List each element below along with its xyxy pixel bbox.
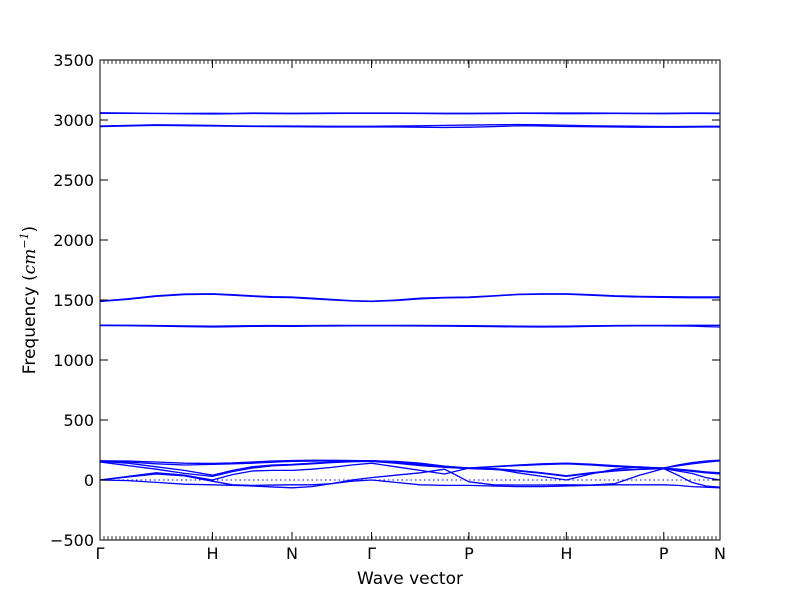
- band-line-15: [99, 479, 721, 489]
- x-tick-label: Γ: [96, 544, 105, 563]
- y-tick-label: 3500: [53, 51, 94, 70]
- y-axis-label-text: Frequency (: [20, 274, 40, 374]
- y-tick-label: 1000: [53, 351, 94, 370]
- band-line-13: [99, 462, 721, 481]
- band-line-4: [99, 124, 720, 129]
- x-tick-label: Γ: [367, 544, 376, 563]
- band-line-8: [99, 324, 721, 328]
- ticks-layer: [99, 59, 721, 541]
- y-tick-label: 500: [63, 411, 94, 430]
- band-line-12: [99, 460, 721, 478]
- x-tick-label: N: [286, 544, 298, 563]
- x-tick-label: H: [560, 544, 572, 563]
- y-tick-label: 2000: [53, 231, 94, 250]
- x-tick-label: P: [659, 544, 669, 563]
- y-tick-label: 3000: [53, 111, 94, 130]
- y-tick-label: 2500: [53, 171, 94, 190]
- x-tick-label: P: [464, 544, 474, 563]
- x-axis-label: Wave vector: [357, 569, 463, 589]
- y-tick-labels: −500 0 500 1000 1500 2000 2500 3000 3500: [50, 51, 94, 550]
- y-tick-label: 1500: [53, 291, 94, 310]
- y-axis-label: Frequency (cm−1): [18, 226, 40, 374]
- bands-layer: [99, 112, 721, 489]
- y-tick-label: −500: [50, 531, 94, 550]
- y-axis-label-close: ): [20, 226, 40, 233]
- x-tick-label: N: [714, 544, 726, 563]
- x-tick-label: H: [206, 544, 218, 563]
- y-axis-label-unit: cm: [20, 249, 40, 275]
- y-tick-label: 0: [84, 471, 94, 490]
- plot-frame: [99, 59, 721, 541]
- y-axis-label-exponent: −1: [18, 232, 31, 248]
- band-line-2: [100, 112, 721, 115]
- band-line-14: [99, 467, 721, 488]
- band-line-6: [99, 293, 720, 303]
